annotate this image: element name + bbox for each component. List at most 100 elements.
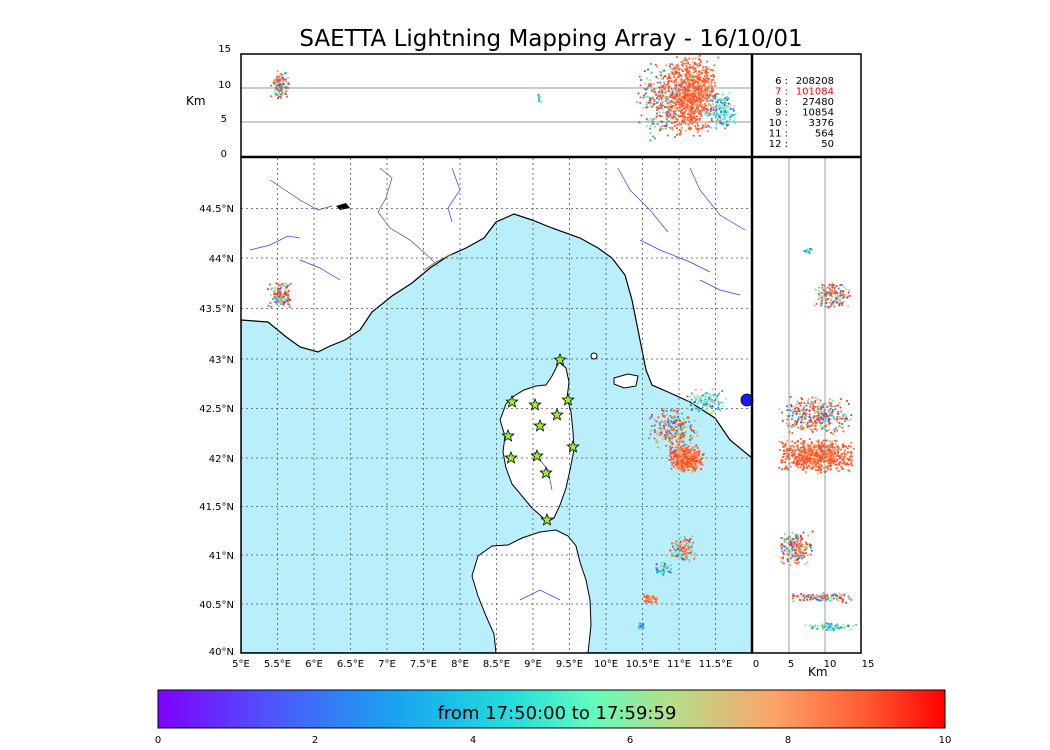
lightning-source-point (274, 294, 277, 297)
lightning-source-point (704, 89, 707, 91)
lightning-source-point (829, 448, 832, 451)
lightning-source-point (801, 424, 804, 427)
lightning-source-point (273, 290, 275, 293)
lightning-source-point (810, 462, 813, 465)
lightning-source-point (822, 454, 824, 456)
lightning-source-point (282, 81, 285, 83)
lightning-source-point (719, 114, 722, 117)
lightning-source-point (662, 573, 664, 576)
lightning-source-point (675, 440, 678, 443)
lightning-source-point (806, 456, 808, 458)
lightning-source-point (703, 106, 706, 108)
lightning-source-point (836, 429, 839, 432)
lightning-source-point (679, 97, 681, 100)
lightning-source-point (279, 291, 281, 294)
lightning-source-point (785, 465, 787, 467)
lightning-source-point (686, 60, 689, 63)
lightning-source-point (823, 449, 826, 452)
lightning-source-point (844, 418, 847, 420)
lightning-source-point (689, 404, 692, 407)
lightning-source-point (689, 441, 692, 444)
lightning-source-point (706, 89, 708, 92)
lightning-source-point (652, 104, 655, 107)
lightning-source-point (677, 123, 680, 126)
lightning-source-point (824, 460, 827, 463)
lightning-source-point (790, 404, 792, 406)
lightning-source-point (795, 423, 798, 426)
lightning-source-point (688, 539, 690, 542)
lightning-source-point (660, 72, 663, 74)
lightning-source-point (802, 545, 805, 548)
lightning-source-point (702, 99, 705, 102)
lightning-source-point (835, 301, 838, 304)
lightning-source-point (689, 459, 692, 461)
lightning-source-point (680, 132, 683, 135)
lightning-source-point (711, 405, 714, 407)
lightning-source-point (696, 115, 698, 118)
lightning-source-point (821, 284, 824, 286)
lightning-source-point (782, 556, 784, 559)
lightning-source-point (801, 456, 804, 459)
lightning-source-point (663, 415, 666, 418)
lightning-source-point (673, 455, 676, 458)
lightning-source-point (671, 542, 673, 545)
lightning-source-point (810, 406, 813, 409)
lightning-source-point (787, 424, 789, 427)
lightning-source-point (804, 421, 806, 424)
lightning-source-point (833, 292, 836, 294)
lightning-source-point (718, 392, 721, 395)
lightning-source-point (684, 109, 687, 112)
lightning-source-point (810, 420, 813, 423)
lightning-source-point (786, 409, 789, 411)
lightning-source-point (789, 540, 792, 543)
lightning-source-point (646, 125, 648, 127)
lightning-source-point (715, 106, 718, 109)
lightning-source-point (648, 79, 651, 82)
lightning-source-point (670, 568, 672, 571)
lightning-source-point (803, 411, 806, 413)
lightning-source-point (691, 95, 694, 98)
lightning-source-point (682, 81, 684, 84)
lightning-source-point (698, 62, 701, 65)
lightning-source-point (677, 68, 680, 71)
lightning-source-point (836, 599, 839, 602)
lightning-source-point (831, 295, 834, 298)
lightning-source-point (705, 392, 708, 395)
lightning-source-point (690, 113, 693, 116)
lightning-source-point (659, 434, 662, 436)
lightning-source-point (851, 459, 853, 462)
lightning-source-point (835, 467, 838, 470)
lightning-source-point (661, 438, 664, 441)
lightning-source-point (693, 80, 695, 83)
lightning-source-point (731, 114, 733, 117)
lightning-source-point (836, 623, 838, 626)
lightning-source-point (834, 626, 837, 628)
lightning-source-point (656, 94, 659, 97)
lightning-source-point (780, 547, 783, 550)
lightning-source-point (274, 94, 277, 97)
lightning-source-point (821, 450, 824, 453)
lightning-source-point (662, 85, 665, 87)
lightning-source-point (842, 430, 845, 433)
lightning-source-point (706, 112, 709, 115)
lightning-source-point (847, 419, 849, 422)
lightning-source-point (703, 82, 706, 85)
lightning-source-point (646, 600, 649, 602)
lightning-source-point (822, 403, 824, 405)
lightning-source-point (284, 292, 287, 294)
lightning-source-point (672, 116, 675, 119)
lightning-source-point (816, 398, 819, 400)
lightning-source-point (660, 427, 662, 430)
lightning-source-point (695, 95, 698, 98)
lightning-source-point (673, 111, 676, 114)
lightning-source-point (681, 432, 683, 435)
lightning-source-point (799, 438, 802, 440)
lightning-source-point (710, 117, 713, 120)
lightning-source-point (782, 553, 785, 556)
lightning-source-point (693, 99, 695, 102)
lightning-source-point (723, 107, 726, 110)
lightning-source-point (783, 533, 786, 535)
lightning-source-point (669, 441, 672, 444)
lightning-source-point (849, 418, 852, 421)
lightning-source-point (719, 116, 722, 119)
